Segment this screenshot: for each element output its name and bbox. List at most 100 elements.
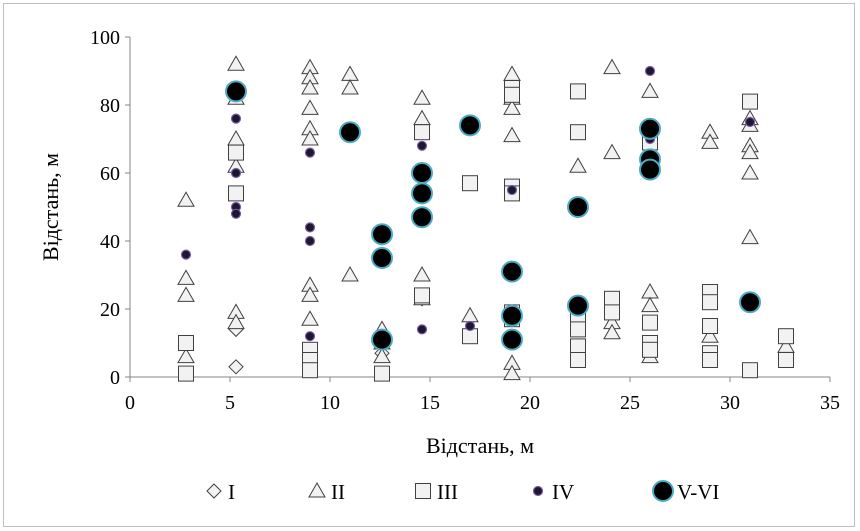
data-point bbox=[180, 249, 192, 260]
data-point bbox=[301, 129, 319, 146]
legend-marker bbox=[415, 483, 431, 499]
data-point bbox=[506, 184, 518, 196]
data-point bbox=[464, 320, 476, 332]
x-tick-label: 25 bbox=[620, 392, 640, 414]
data-point bbox=[230, 167, 242, 179]
data-point bbox=[639, 158, 661, 181]
data-point bbox=[413, 265, 431, 282]
data-point bbox=[641, 82, 659, 98]
legend-marker bbox=[308, 481, 326, 498]
data-point bbox=[227, 55, 245, 71]
data-point bbox=[227, 313, 245, 330]
data-point bbox=[301, 78, 319, 95]
data-point bbox=[304, 331, 316, 342]
data-point bbox=[567, 196, 589, 218]
y-tick-label: 60 bbox=[100, 163, 120, 185]
x-tick-label: 0 bbox=[125, 392, 135, 414]
data-point bbox=[567, 294, 589, 317]
data-point bbox=[304, 222, 316, 233]
data-point bbox=[178, 335, 194, 351]
data-point bbox=[702, 318, 718, 334]
data-point bbox=[414, 124, 430, 141]
data-point bbox=[501, 260, 523, 283]
y-tick-label: 100 bbox=[90, 27, 120, 49]
legend-marker bbox=[206, 483, 222, 499]
x-tick-label: 15 bbox=[420, 392, 440, 414]
y-axis-title: Відстань, м bbox=[38, 153, 63, 261]
data-point bbox=[702, 294, 718, 311]
legend-item-iv: IV bbox=[532, 480, 574, 504]
data-point bbox=[741, 163, 759, 180]
data-point bbox=[778, 328, 794, 345]
data-point bbox=[778, 352, 794, 368]
y-tick-label: 80 bbox=[100, 95, 120, 117]
data-point bbox=[371, 247, 393, 269]
y-tick-label: 40 bbox=[100, 231, 120, 253]
data-point bbox=[301, 286, 319, 302]
data-point bbox=[230, 208, 242, 219]
data-point bbox=[371, 328, 393, 351]
series-iii bbox=[178, 80, 794, 382]
data-point bbox=[411, 206, 433, 229]
data-point bbox=[228, 359, 244, 375]
data-point bbox=[642, 314, 658, 331]
data-point bbox=[177, 347, 195, 364]
legend-marker bbox=[652, 480, 674, 502]
data-points bbox=[177, 55, 795, 382]
x-tick-label: 30 bbox=[720, 392, 740, 414]
data-point bbox=[501, 328, 523, 351]
data-point bbox=[178, 365, 194, 382]
data-point bbox=[341, 65, 359, 81]
data-point bbox=[501, 304, 523, 327]
x-tick-label: 20 bbox=[520, 392, 540, 414]
data-point bbox=[744, 116, 756, 128]
data-point bbox=[644, 65, 656, 77]
data-point bbox=[570, 352, 586, 368]
data-point bbox=[569, 157, 587, 173]
data-point bbox=[570, 83, 586, 100]
legend-label: II bbox=[331, 480, 345, 504]
data-point bbox=[701, 133, 719, 149]
series-i bbox=[228, 291, 430, 375]
data-point bbox=[459, 114, 481, 137]
data-point bbox=[742, 362, 758, 379]
series-ii bbox=[177, 55, 795, 381]
data-point bbox=[374, 365, 390, 382]
plot-area bbox=[129, 37, 830, 378]
legend-item-iii: III bbox=[415, 480, 458, 504]
x-tick-label: 35 bbox=[820, 392, 840, 414]
data-point bbox=[603, 58, 621, 75]
data-point bbox=[411, 182, 433, 205]
x-axis-ticks: 0 5 10 15 20 25 30 35 bbox=[125, 377, 840, 414]
data-point bbox=[416, 140, 428, 151]
data-point bbox=[603, 323, 621, 340]
data-point bbox=[177, 269, 195, 285]
data-point bbox=[641, 282, 659, 299]
data-point bbox=[701, 327, 719, 343]
data-point bbox=[301, 310, 319, 326]
data-point bbox=[739, 291, 761, 314]
data-point bbox=[503, 65, 521, 81]
series-iv bbox=[180, 65, 756, 342]
legend-marker bbox=[532, 485, 544, 497]
data-point bbox=[413, 109, 431, 126]
data-point bbox=[302, 362, 318, 379]
data-point bbox=[227, 129, 245, 146]
legend-item-v-vi: V-VI bbox=[652, 480, 719, 504]
data-point bbox=[339, 121, 361, 144]
data-point bbox=[642, 341, 658, 358]
data-point bbox=[228, 144, 244, 161]
y-tick-label: 20 bbox=[100, 299, 120, 321]
data-point bbox=[462, 175, 478, 192]
data-point bbox=[742, 93, 758, 110]
data-point bbox=[604, 290, 620, 307]
data-point bbox=[411, 162, 433, 184]
data-point bbox=[570, 124, 586, 141]
y-tick-label: 0 bbox=[110, 367, 120, 389]
data-point bbox=[301, 99, 319, 115]
legend: I II III IV V-VI bbox=[206, 480, 719, 504]
data-point bbox=[570, 338, 586, 355]
data-point bbox=[504, 86, 520, 103]
data-point bbox=[341, 78, 359, 95]
data-point bbox=[503, 364, 521, 381]
